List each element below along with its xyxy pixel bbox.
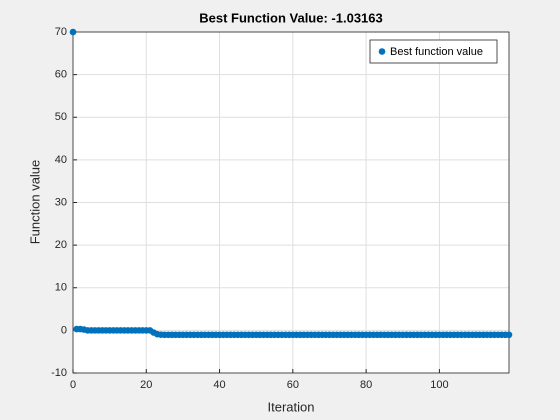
axes-box	[72, 31, 510, 374]
y-axis-label: Function value	[27, 160, 42, 245]
y-tick-label: 50	[55, 111, 67, 123]
x-tick-label: 20	[140, 379, 152, 391]
x-tick-label: 60	[287, 379, 299, 391]
y-tick-label: 10	[55, 282, 67, 294]
x-axis-label: Iteration	[268, 399, 315, 414]
legend-box	[369, 39, 498, 64]
point	[69, 28, 77, 36]
x-tick-label: 40	[213, 379, 225, 391]
y-tick-label: 40	[55, 154, 67, 166]
legend-label: Best function value	[390, 46, 483, 58]
y-tick-label: 0	[61, 324, 67, 336]
y-tick-label: -10	[51, 367, 67, 379]
x-tick-label: 100	[430, 379, 448, 391]
chart-title: Best Function Value: -1.03163	[199, 10, 383, 25]
y-tick-label: 70	[55, 26, 67, 38]
y-tick-label: 60	[55, 69, 67, 81]
legend-marker	[378, 48, 386, 55]
point	[505, 331, 513, 339]
x-tick-label: 80	[360, 379, 372, 391]
y-tick-label: 30	[55, 196, 67, 208]
x-tick-label: 0	[70, 379, 76, 391]
y-tick-label: 20	[55, 239, 67, 251]
